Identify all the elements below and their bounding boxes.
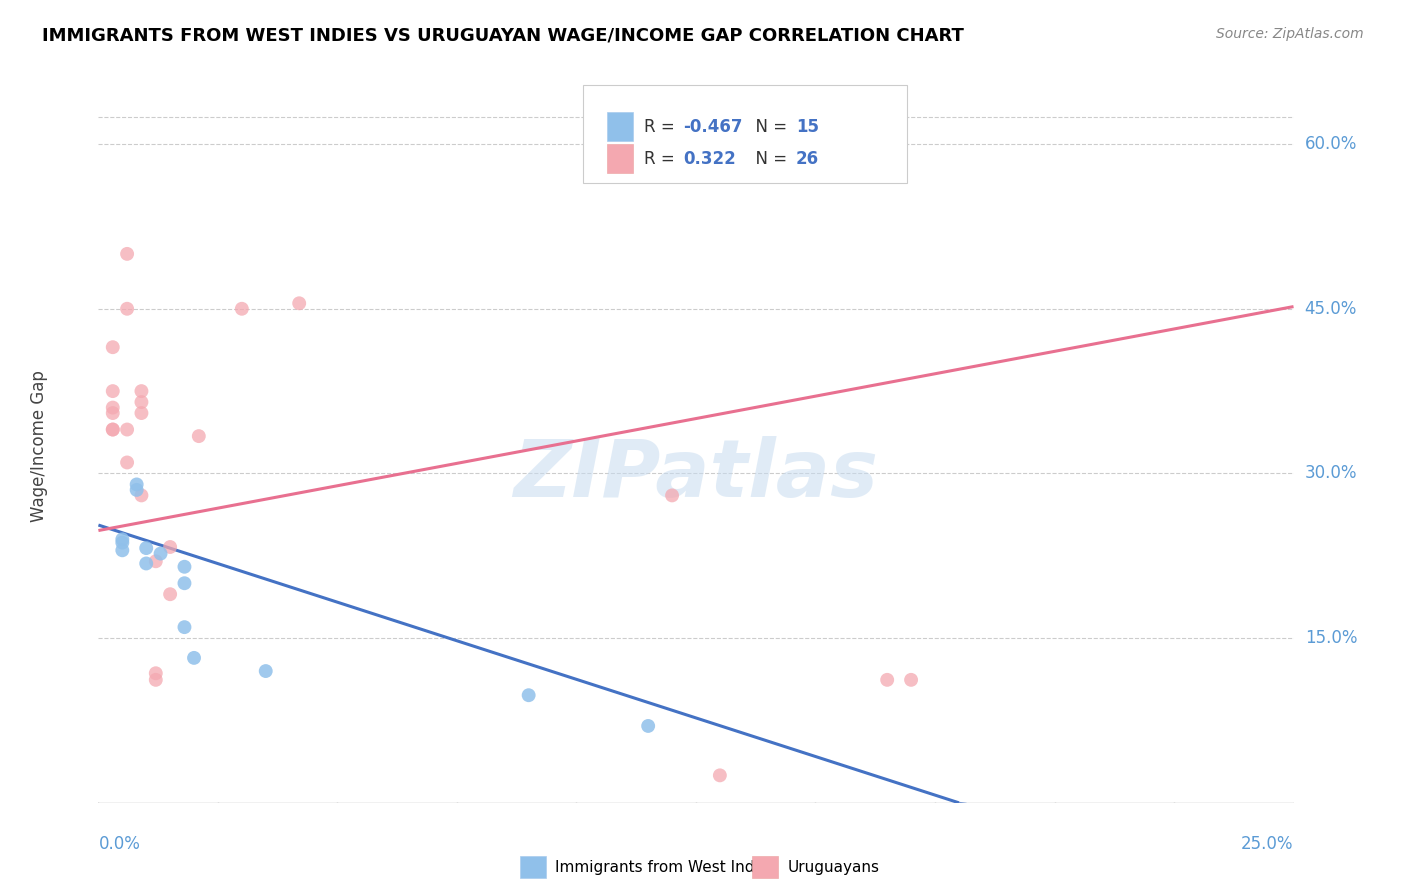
- Text: Wage/Income Gap: Wage/Income Gap: [30, 370, 48, 522]
- Point: [145, 666, 167, 681]
- Text: Source: ZipAtlas.com: Source: ZipAtlas.com: [1216, 27, 1364, 41]
- Point: [131, 406, 153, 420]
- Text: Immigrants from West Indies: Immigrants from West Indies: [555, 860, 776, 874]
- Point: [115, 423, 138, 437]
- Text: 0.0%: 0.0%: [98, 835, 141, 853]
- Point: [101, 384, 124, 398]
- Point: [101, 423, 124, 437]
- Point: [149, 547, 172, 561]
- Text: 15.0%: 15.0%: [1305, 629, 1357, 647]
- Text: 0.322: 0.322: [683, 150, 737, 168]
- Point: [125, 477, 148, 491]
- Point: [159, 540, 181, 554]
- Text: 45.0%: 45.0%: [1305, 300, 1357, 318]
- Point: [131, 395, 153, 409]
- Point: [115, 247, 138, 261]
- Point: [115, 455, 138, 469]
- Text: R =: R =: [644, 150, 685, 168]
- Point: [101, 401, 124, 415]
- Point: [135, 557, 157, 571]
- Point: [135, 541, 157, 555]
- Point: [254, 664, 277, 678]
- Point: [231, 301, 253, 316]
- Point: [900, 673, 922, 687]
- Point: [131, 384, 153, 398]
- Text: 26: 26: [796, 150, 818, 168]
- Text: N =: N =: [745, 150, 793, 168]
- Point: [101, 406, 124, 420]
- Point: [131, 488, 153, 502]
- Text: 60.0%: 60.0%: [1305, 135, 1357, 153]
- Point: [145, 673, 167, 687]
- Point: [173, 559, 195, 574]
- Point: [145, 554, 167, 568]
- Text: 15: 15: [796, 118, 818, 136]
- Point: [183, 651, 205, 665]
- Point: [101, 423, 124, 437]
- Text: 25.0%: 25.0%: [1241, 835, 1294, 853]
- Text: N =: N =: [745, 118, 793, 136]
- Point: [111, 543, 134, 558]
- Point: [101, 340, 124, 354]
- Text: Uruguayans: Uruguayans: [787, 860, 879, 874]
- Point: [517, 688, 540, 702]
- Point: [187, 429, 209, 443]
- Point: [111, 533, 134, 547]
- Text: ZIPatlas: ZIPatlas: [513, 435, 879, 514]
- Point: [111, 535, 134, 549]
- Text: 30.0%: 30.0%: [1305, 465, 1357, 483]
- Point: [709, 768, 731, 782]
- Point: [288, 296, 311, 310]
- Point: [661, 488, 683, 502]
- Point: [637, 719, 659, 733]
- Point: [876, 673, 898, 687]
- Point: [115, 301, 138, 316]
- Point: [159, 587, 181, 601]
- Point: [173, 620, 195, 634]
- Point: [173, 576, 195, 591]
- Text: IMMIGRANTS FROM WEST INDIES VS URUGUAYAN WAGE/INCOME GAP CORRELATION CHART: IMMIGRANTS FROM WEST INDIES VS URUGUAYAN…: [42, 27, 965, 45]
- Point: [125, 483, 148, 497]
- Text: R =: R =: [644, 118, 681, 136]
- Text: -0.467: -0.467: [683, 118, 742, 136]
